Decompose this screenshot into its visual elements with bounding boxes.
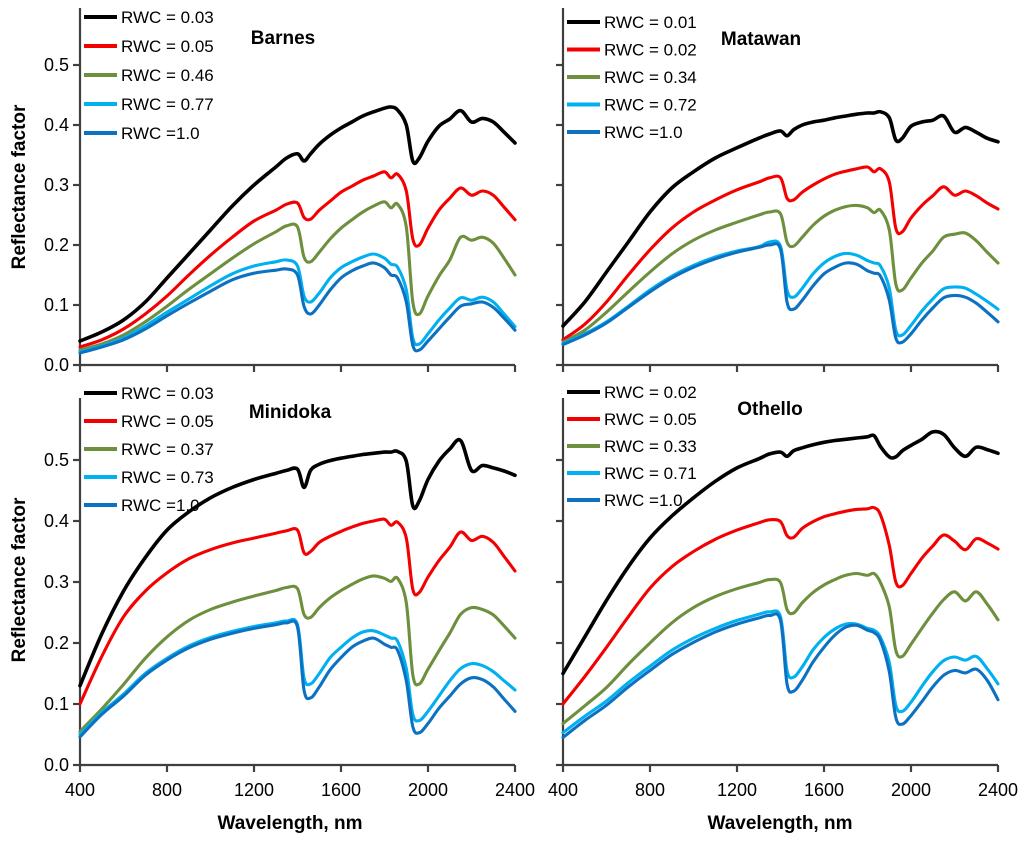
legend-label: RWC =1.0: [604, 123, 683, 142]
series-line-minidoka-1: [78, 517, 517, 706]
series-line-barnes-2: [78, 200, 517, 352]
legend-label: RWC = 0.37: [121, 440, 214, 459]
y-tick-label: 0.3: [44, 572, 69, 592]
x-axis-title: Wavelength, nm: [218, 813, 363, 834]
series-line-barnes-1: [78, 170, 517, 349]
legend-label: RWC = 0.03: [121, 8, 214, 27]
x-tick-label: 1600: [804, 780, 844, 800]
panel-matawan: RWC = 0.01 RWC = 0.02 RWC = 0.34 RWC = 0.72…: [556, 8, 1000, 372]
series-line-barnes-4: [78, 261, 517, 355]
series-line-matawan-3: [561, 239, 1000, 345]
x-axis-title: Wavelength, nm: [708, 813, 853, 834]
y-tick-label: 0.2: [44, 235, 69, 255]
y-tick-label: 0.1: [44, 295, 69, 315]
legend-label: RWC = 0.05: [121, 37, 214, 56]
legend-label: RWC = 0.34: [604, 68, 697, 87]
panel-title-othello: Othello: [737, 399, 802, 420]
panel-title-minidoka: Minidoka: [249, 402, 332, 423]
panel-title-barnes: Barnes: [251, 28, 315, 49]
series-line-othello-0: [561, 429, 1000, 676]
x-tick-label: 2400: [495, 780, 535, 800]
legend-label: RWC = 0.01: [604, 13, 697, 32]
y-axis-title: Reflectance factor: [9, 104, 30, 269]
series-line-barnes-3: [78, 252, 517, 354]
legend-label: RWC = 0.77: [121, 95, 214, 114]
legend-label: RWC = 0.46: [121, 66, 214, 85]
y-tick-label: 0.1: [44, 694, 69, 714]
series-line-minidoka-3: [78, 617, 517, 737]
legend-label: RWC = 0.05: [604, 410, 697, 429]
y-tick-label: 0.4: [44, 115, 69, 135]
legend-label: RWC =1.0: [604, 491, 683, 510]
legend-label: RWC = 0.02: [604, 41, 697, 60]
x-tick-label: 1600: [321, 780, 361, 800]
axis-frame: [78, 8, 515, 367]
x-tick-label: 400: [65, 780, 95, 800]
legend-label: RWC = 0.72: [604, 96, 697, 115]
series-line-minidoka-0: [78, 437, 517, 688]
axis-frame: [561, 8, 998, 367]
panel-title-matawan: Matawan: [721, 29, 801, 50]
series-line-othello-2: [561, 571, 1000, 726]
panel-othello: 400 800 1200 1600 2000 2400 RWC = 0.02 RWC = 0.…: [548, 383, 1018, 834]
legend-label: RWC =1.0: [121, 496, 200, 515]
x-tick-label: 400: [548, 780, 578, 800]
series-line-matawan-2: [561, 203, 1000, 344]
y-tick-label: 0.5: [44, 55, 69, 75]
series-line-barnes-0: [78, 105, 517, 343]
series-line-minidoka-4: [78, 619, 517, 739]
y-tick-label: 0.3: [44, 175, 69, 195]
series-line-othello-3: [561, 609, 1000, 735]
series-line-matawan-0: [561, 109, 1000, 328]
series-line-minidoka-2: [78, 574, 517, 734]
x-tick-label: 2000: [408, 780, 448, 800]
x-tick-label: 800: [152, 780, 182, 800]
series-line-matawan-4: [561, 242, 1000, 347]
series-line-othello-1: [561, 505, 1000, 706]
legend-label: RWC = 0.05: [121, 412, 214, 431]
x-tick-label: 1200: [234, 780, 274, 800]
legend-label: RWC = 0.73: [121, 468, 214, 487]
series-line-othello-4: [561, 612, 1000, 740]
panel-barnes: 0.0 0.1 0.2 0.3 0.4 0.5 RWC = 0.03 RWC = 0.05 RW…: [9, 8, 517, 375]
y-tick-label: 0.5: [44, 450, 69, 470]
x-tick-label: 800: [635, 780, 665, 800]
panel-minidoka: 0.0 0.1 0.2 0.3 0.4 0.5 400 800 1200 1600 2000 2400…: [9, 384, 535, 834]
x-tick-label: 2000: [891, 780, 931, 800]
legend-label: RWC = 0.03: [121, 384, 214, 403]
y-tick-label: 0.4: [44, 511, 69, 531]
series-line-matawan-1: [561, 165, 1000, 342]
y-tick-label: 0.0: [44, 755, 69, 775]
legend-label: RWC = 0.33: [604, 437, 697, 456]
y-tick-label: 0.2: [44, 633, 69, 653]
legend-label: RWC = 0.71: [604, 464, 697, 483]
x-tick-label: 1200: [717, 780, 757, 800]
y-axis-title: Reflectance factor: [9, 497, 30, 662]
x-tick-label: 2400: [978, 780, 1018, 800]
legend-label: RWC =1.0: [121, 124, 200, 143]
legend-label: RWC = 0.02: [604, 383, 697, 402]
y-tick-label: 0.0: [44, 355, 69, 375]
